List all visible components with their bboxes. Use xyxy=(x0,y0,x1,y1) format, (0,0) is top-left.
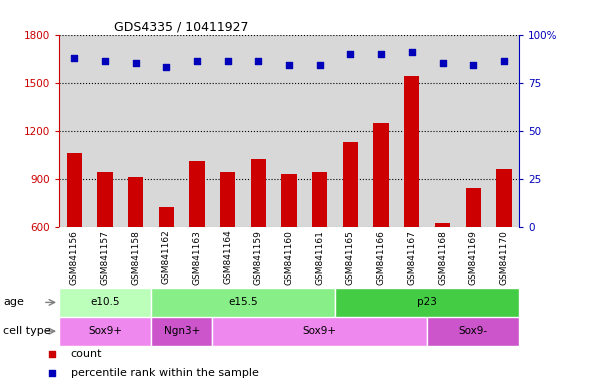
Bar xyxy=(97,172,113,227)
Point xyxy=(322,297,331,303)
Point xyxy=(70,55,79,61)
Bar xyxy=(427,317,519,346)
Text: GSM841164: GSM841164 xyxy=(223,230,232,285)
Text: age: age xyxy=(3,297,24,308)
Text: count: count xyxy=(71,349,102,359)
Point xyxy=(284,62,294,68)
Point xyxy=(131,60,140,66)
Text: GSM841158: GSM841158 xyxy=(131,230,140,285)
Point xyxy=(346,51,355,57)
Point xyxy=(407,49,417,55)
Text: GSM841161: GSM841161 xyxy=(315,230,324,285)
Bar xyxy=(343,142,358,227)
Point xyxy=(438,60,447,66)
Bar xyxy=(151,288,335,317)
Text: e15.5: e15.5 xyxy=(228,297,258,308)
Bar xyxy=(435,223,450,227)
Text: Sox9-: Sox9- xyxy=(458,326,488,336)
Bar xyxy=(189,161,205,227)
Bar xyxy=(128,177,143,227)
Text: GSM841169: GSM841169 xyxy=(468,230,478,285)
Text: GSM841163: GSM841163 xyxy=(192,230,202,285)
Bar xyxy=(281,174,297,227)
Text: GSM841166: GSM841166 xyxy=(376,230,386,285)
Text: GSM841159: GSM841159 xyxy=(254,230,263,285)
Text: Ngn3+: Ngn3+ xyxy=(163,326,200,336)
Text: p23: p23 xyxy=(417,297,437,308)
Text: GSM841165: GSM841165 xyxy=(346,230,355,285)
Bar xyxy=(335,288,519,317)
Point xyxy=(254,58,263,65)
Text: cell type: cell type xyxy=(3,326,51,336)
Text: percentile rank within the sample: percentile rank within the sample xyxy=(71,368,258,378)
Bar xyxy=(159,207,174,227)
Point xyxy=(322,124,331,130)
Text: GSM841170: GSM841170 xyxy=(499,230,509,285)
Bar xyxy=(496,169,512,227)
Text: GDS4335 / 10411927: GDS4335 / 10411927 xyxy=(114,20,249,33)
Point xyxy=(376,51,386,57)
Bar xyxy=(59,288,151,317)
Point xyxy=(499,58,509,65)
Point xyxy=(100,58,110,65)
Text: GSM841162: GSM841162 xyxy=(162,230,171,285)
Point xyxy=(192,58,202,65)
Text: GSM841167: GSM841167 xyxy=(407,230,417,285)
Bar xyxy=(404,76,419,227)
Text: e10.5: e10.5 xyxy=(90,297,120,308)
Bar xyxy=(312,172,327,227)
Text: Sox9+: Sox9+ xyxy=(303,326,337,336)
Text: GSM841156: GSM841156 xyxy=(70,230,79,285)
Text: Sox9+: Sox9+ xyxy=(88,326,122,336)
Bar xyxy=(151,317,212,346)
Bar xyxy=(466,188,481,227)
Point xyxy=(315,62,324,68)
Text: GSM841168: GSM841168 xyxy=(438,230,447,285)
Bar xyxy=(373,122,389,227)
Bar xyxy=(59,317,151,346)
Point xyxy=(223,58,232,65)
Bar xyxy=(212,317,427,346)
Bar xyxy=(220,172,235,227)
Bar xyxy=(67,153,82,227)
Point xyxy=(468,62,478,68)
Text: GSM841160: GSM841160 xyxy=(284,230,294,285)
Bar xyxy=(251,159,266,227)
Point xyxy=(162,64,171,70)
Text: GSM841157: GSM841157 xyxy=(100,230,110,285)
